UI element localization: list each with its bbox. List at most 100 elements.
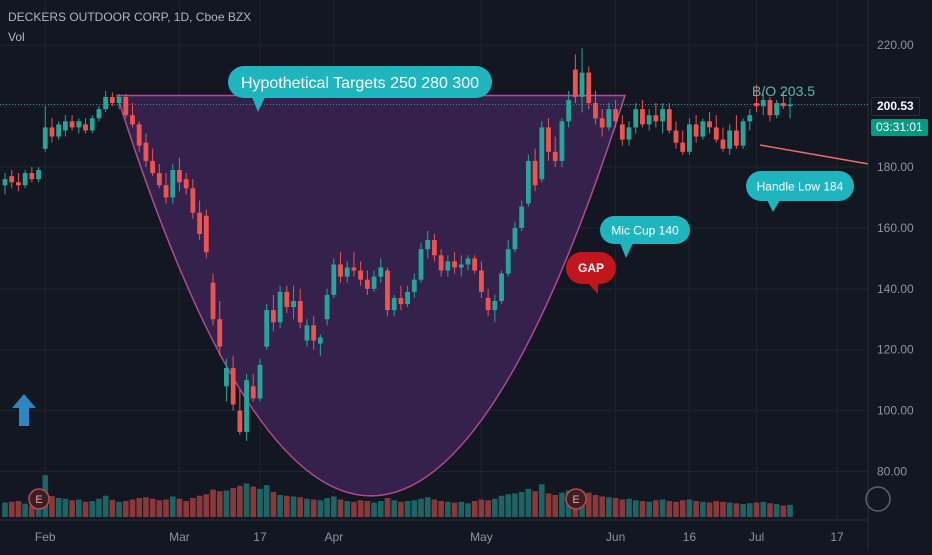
targets-callout: Hypothetical Targets 250 280 300 (228, 66, 492, 112)
volume-bar (559, 492, 565, 517)
candle-body (700, 121, 706, 137)
mic-cup-callout-box (600, 216, 690, 244)
volume-bar (679, 500, 686, 517)
volume-bar (478, 499, 485, 517)
candle-body (250, 386, 256, 399)
candle-body (586, 72, 592, 104)
candle-body (740, 121, 746, 146)
volume-bar (740, 504, 746, 517)
volume-bar (176, 498, 183, 517)
volume-bar (149, 498, 156, 517)
candle-body (606, 109, 612, 128)
x-tick-label: 17 (253, 530, 267, 544)
volume-bar (196, 495, 203, 517)
candle-body (774, 103, 780, 116)
candle-body (42, 127, 48, 149)
volume-bar (760, 501, 767, 517)
candle-body (29, 173, 35, 180)
chart-title: DECKERS OUTDOOR CORP, 1D, Cboe BZX (8, 10, 252, 24)
volume-bar (190, 498, 196, 517)
volume-bar (351, 501, 357, 517)
candle-body (425, 240, 431, 250)
candle-body (479, 270, 484, 292)
candle-body (311, 325, 317, 341)
candle-body (512, 227, 518, 250)
candle-body (613, 109, 619, 122)
candle-body (36, 170, 41, 180)
candle-body (143, 142, 149, 161)
candle-body (747, 115, 753, 122)
candle-body (780, 103, 786, 107)
volume-bar (747, 503, 753, 517)
candle-body (385, 270, 390, 311)
volume-bar (55, 498, 62, 517)
up-arrow-icon (12, 394, 36, 426)
y-tick-label: 220.00 (877, 38, 914, 52)
candle-body (579, 72, 585, 97)
candle-body (492, 300, 498, 311)
x-tick-label: Jul (749, 530, 764, 544)
candle-body (633, 109, 639, 128)
candle-body (680, 142, 686, 152)
last-price-label: 200.53 (871, 97, 920, 116)
volume-bar (310, 499, 317, 517)
volume-bar (250, 486, 257, 517)
volume-bar (364, 501, 371, 517)
volume-bar (203, 494, 210, 517)
volume-bar (337, 499, 344, 517)
candle-body (109, 96, 115, 104)
volume-bar (344, 501, 351, 517)
countdown-label: 03:31:01 (871, 119, 928, 136)
candle-body (552, 151, 558, 161)
volume-bar (512, 493, 518, 517)
volume-bar (398, 501, 404, 517)
volume-bar (498, 495, 505, 517)
volume-bar (384, 498, 391, 517)
candle-body (733, 130, 739, 146)
candle-body (693, 124, 699, 137)
volume-bar (404, 501, 411, 517)
volume-bar (592, 494, 599, 517)
volume-bar (96, 498, 102, 517)
candle-body (69, 121, 75, 128)
candle-body (177, 170, 182, 183)
volume-bar (76, 499, 82, 517)
candle-body (445, 261, 451, 271)
x-tick-label: Jun (606, 530, 625, 544)
candle-body (626, 127, 632, 140)
candle-body (224, 367, 229, 387)
volume-bar (726, 502, 733, 517)
earnings-marker-text: E (35, 494, 42, 506)
candle-body (358, 270, 364, 280)
volume-bar (136, 498, 142, 517)
volume-bar (216, 491, 223, 517)
x-tick-label: Mar (169, 530, 190, 544)
volume-bar (606, 497, 612, 517)
scroll-marker-icon (865, 486, 891, 512)
candle-body (378, 267, 384, 277)
candle-body (62, 121, 68, 131)
volume-bar (8, 501, 15, 517)
candle-body (525, 160, 531, 204)
candle-body (539, 127, 545, 180)
candle-body (458, 264, 464, 268)
candle-body (297, 300, 303, 323)
candle-body (89, 118, 95, 131)
volume-bar (163, 499, 169, 517)
volume-bar (418, 498, 424, 517)
volume-bar (377, 501, 384, 517)
candle-body (230, 367, 236, 405)
candle-body (364, 279, 370, 289)
targets-callout-box (228, 66, 492, 98)
volume-bar (284, 495, 290, 517)
handle-low-callout-text: Handle Low 184 (757, 179, 844, 193)
y-tick-label: 160.00 (877, 221, 914, 235)
volume-bar (585, 492, 592, 517)
candle-body (136, 124, 142, 146)
volume-bar (787, 504, 793, 517)
candle-body (640, 109, 645, 125)
volume-bar (599, 496, 605, 517)
candle-body (56, 124, 62, 137)
